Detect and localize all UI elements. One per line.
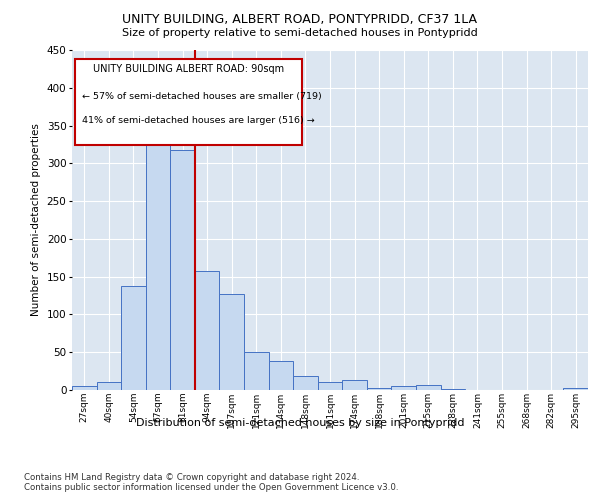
Bar bbox=[293, 376, 318, 390]
Bar bbox=[391, 386, 416, 390]
Text: 41% of semi-detached houses are larger (516) →: 41% of semi-detached houses are larger (… bbox=[82, 116, 315, 126]
Bar bbox=[563, 388, 588, 390]
Bar bbox=[170, 150, 195, 390]
Bar bbox=[97, 382, 121, 390]
Bar bbox=[318, 382, 342, 390]
Bar bbox=[440, 389, 465, 390]
Bar bbox=[220, 294, 244, 390]
Bar bbox=[342, 380, 367, 390]
Text: ← 57% of semi-detached houses are smaller (719): ← 57% of semi-detached houses are smalle… bbox=[82, 92, 322, 102]
Bar bbox=[72, 386, 97, 390]
Text: Size of property relative to semi-detached houses in Pontypridd: Size of property relative to semi-detach… bbox=[122, 28, 478, 38]
Bar bbox=[146, 121, 170, 390]
Bar bbox=[416, 386, 440, 390]
Bar bbox=[244, 352, 269, 390]
FancyBboxPatch shape bbox=[74, 58, 302, 145]
Text: Distribution of semi-detached houses by size in Pontypridd: Distribution of semi-detached houses by … bbox=[136, 418, 464, 428]
Text: UNITY BUILDING ALBERT ROAD: 90sqm: UNITY BUILDING ALBERT ROAD: 90sqm bbox=[92, 64, 284, 74]
Y-axis label: Number of semi-detached properties: Number of semi-detached properties bbox=[31, 124, 41, 316]
Bar bbox=[269, 362, 293, 390]
Bar bbox=[195, 270, 220, 390]
Text: Contains public sector information licensed under the Open Government Licence v3: Contains public sector information licen… bbox=[24, 484, 398, 492]
Text: Contains HM Land Registry data © Crown copyright and database right 2024.: Contains HM Land Registry data © Crown c… bbox=[24, 472, 359, 482]
Bar bbox=[367, 388, 391, 390]
Text: UNITY BUILDING, ALBERT ROAD, PONTYPRIDD, CF37 1LA: UNITY BUILDING, ALBERT ROAD, PONTYPRIDD,… bbox=[122, 12, 478, 26]
Bar bbox=[121, 286, 146, 390]
